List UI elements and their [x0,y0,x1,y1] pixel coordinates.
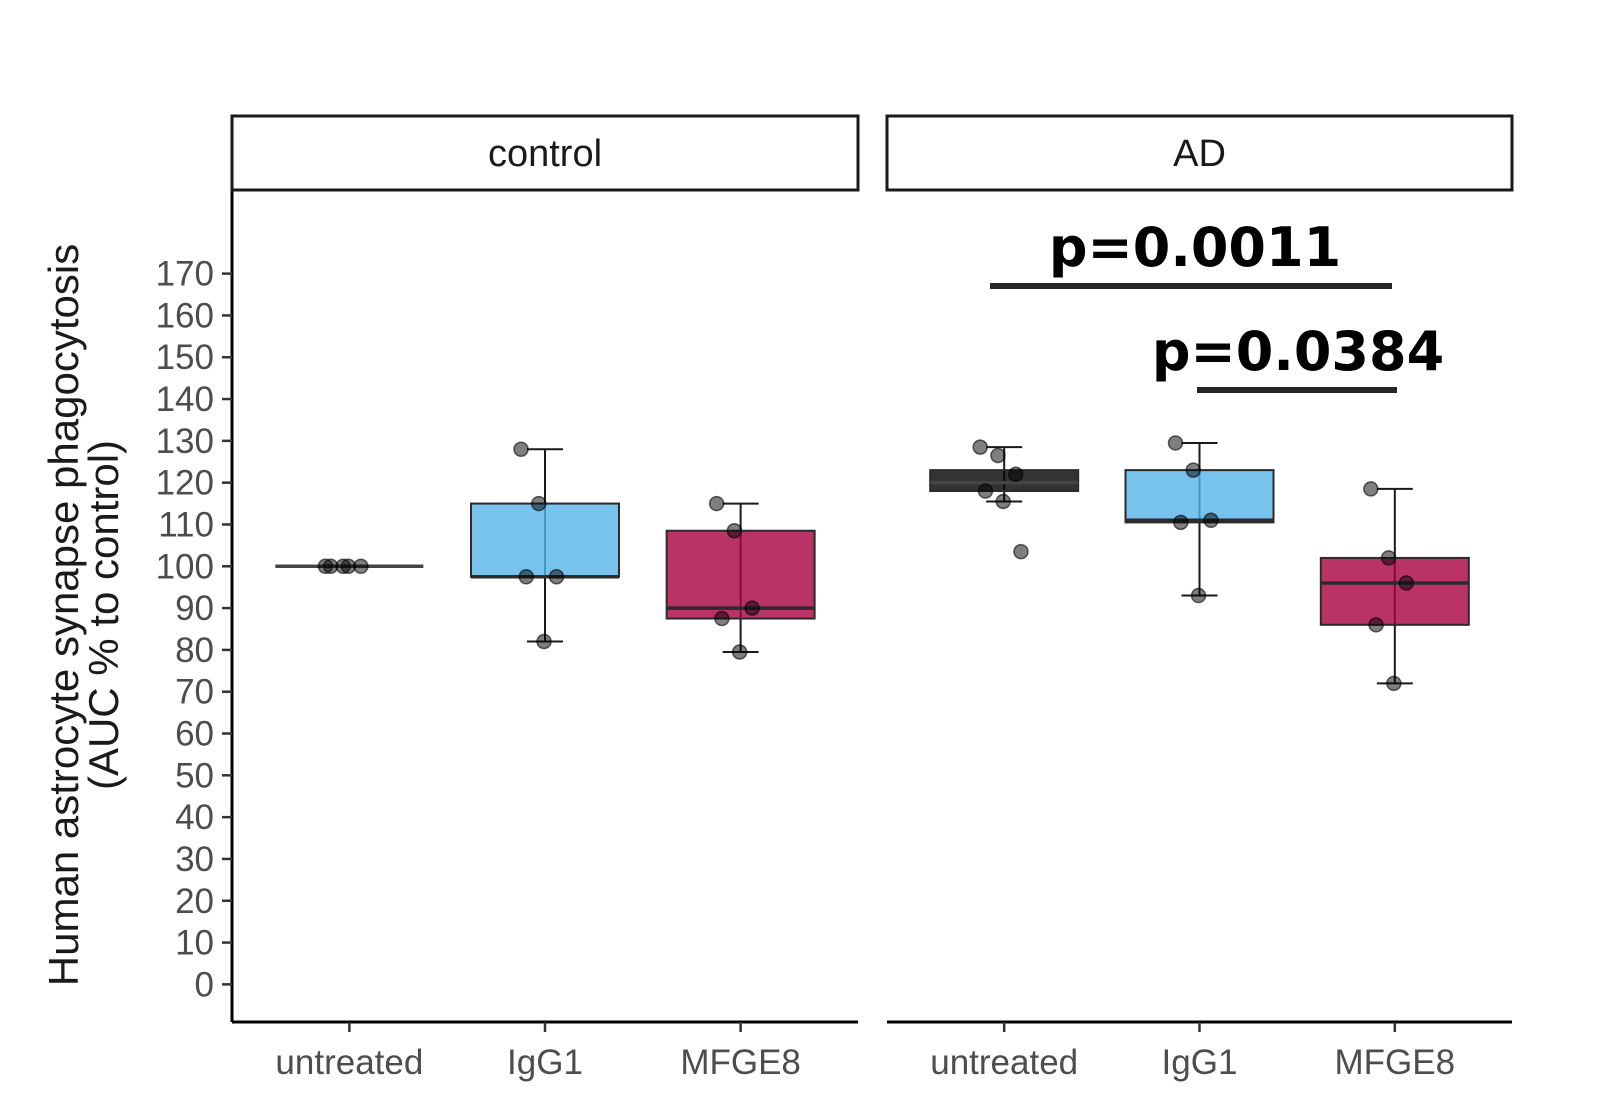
data-point [1185,462,1202,478]
y-tick-label: 80 [175,631,214,670]
p-value-label: p=0.0011 [1049,216,1341,279]
y-axis: 0102030405060708090100110120130140150160… [156,190,234,1022]
x-tick-label: MFGE8 [680,1043,801,1082]
data-point [972,439,988,455]
y-tick-label: 70 [175,673,214,712]
data-point [1190,587,1207,604]
facet-strip-label: control [488,133,602,175]
data-point [731,644,748,660]
y-tick-label: 150 [156,338,214,377]
y-axis-title-line-2: (AUC % to control) [80,440,127,790]
y-tick-label: 110 [158,505,214,544]
y-tick-label: 50 [175,756,214,795]
data-point [513,441,529,457]
data-point [1013,543,1029,560]
data-point [1203,512,1219,529]
data-point [518,568,535,585]
y-tick-label: 60 [175,715,214,754]
data-point [1398,575,1415,591]
x-tick-label: untreated [275,1043,423,1082]
x-tick-label: MFGE8 [1335,1043,1456,1082]
data-point [977,483,994,499]
data-point [1167,435,1184,451]
data-point [995,493,1011,510]
box-control-untreated [275,558,424,575]
y-axis-title-line-1: Human astrocyte synapse phagocytosis [40,244,87,986]
x-tick-label: IgG1 [1162,1043,1238,1082]
y-tick-label: 140 [156,380,214,419]
x-tick-label: untreated [930,1043,1078,1082]
y-tick-label: 120 [156,464,214,503]
y-tick-label: 130 [156,422,214,461]
data-point [726,522,743,539]
data-point [536,633,552,650]
y-tick-label: 170 [156,255,214,294]
y-tick-label: 90 [175,589,214,628]
y-tick-label: 20 [175,882,214,921]
y-axis-title: Human astrocyte synapse phagocytosis(AUC… [40,244,127,986]
y-tick-label: 100 [156,547,214,586]
data-point [990,447,1006,464]
box-ad-igg1 [1124,435,1275,604]
box-control-mfge8 [665,495,816,660]
data-point [1380,550,1397,566]
data-point [708,495,725,512]
data-point [1007,466,1024,483]
facet-strip [885,114,1514,192]
y-tick-label: 10 [175,924,214,963]
data-point [1368,617,1384,633]
box-body [1124,469,1275,524]
box-body [665,529,816,620]
facet-panels: control untreated IgG1 MFGE8 AD untreated IgG1… [230,114,1514,1082]
box-body [470,502,620,578]
x-tick-label: IgG1 [507,1043,583,1082]
facet-panel-control: control untreated IgG1 MFGE8 [230,114,860,1082]
data-point [340,558,357,575]
data-point [1173,514,1189,531]
data-point [744,600,760,616]
box-ad-mfge8 [1319,481,1470,692]
facet-strip-label: AD [1173,133,1226,175]
box-body [929,469,1080,493]
facet-panel-ad: AD untreated IgG1 MFGE8 [885,114,1514,1082]
p-value-label: p=0.0384 [1152,320,1444,383]
data-point [322,558,339,575]
data-point [1386,675,1402,692]
box-body [1319,556,1470,626]
box-control-igg1 [470,441,620,650]
data-point [531,495,547,512]
data-point [548,568,565,585]
box-ad-untreated [929,439,1080,560]
y-tick-label: 0 [195,965,214,1004]
data-point [1363,481,1379,497]
y-tick-label: 40 [175,798,214,837]
y-tick-label: 160 [156,296,214,335]
data-point [714,610,730,627]
significance-annotations: p=0.0011 p=0.0384 [990,216,1444,393]
facet-strip [230,114,860,192]
y-tick-label: 30 [175,840,214,879]
